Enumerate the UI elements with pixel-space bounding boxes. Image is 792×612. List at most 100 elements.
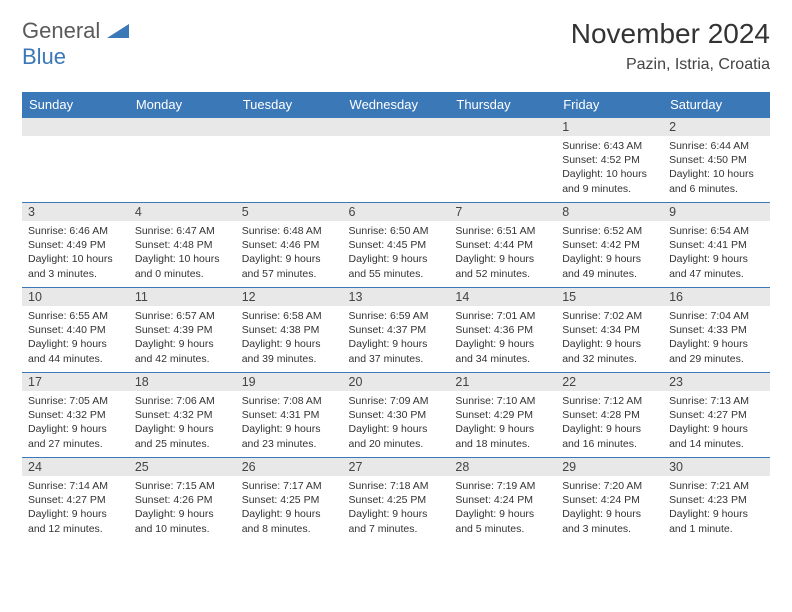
sunrise-text: Sunrise: 6:43 AM <box>562 139 657 153</box>
calendar-day-cell: 21Sunrise: 7:10 AMSunset: 4:29 PMDayligh… <box>449 373 556 458</box>
day-details: Sunrise: 6:43 AMSunset: 4:52 PMDaylight:… <box>556 136 663 199</box>
sunrise-text: Sunrise: 7:19 AM <box>455 479 550 493</box>
logo-text-blue: Blue <box>22 44 66 69</box>
sunrise-text: Sunrise: 7:08 AM <box>242 394 337 408</box>
day-details: Sunrise: 7:05 AMSunset: 4:32 PMDaylight:… <box>22 391 129 454</box>
calendar-day-cell: 6Sunrise: 6:50 AMSunset: 4:45 PMDaylight… <box>343 203 450 288</box>
sunrise-text: Sunrise: 6:46 AM <box>28 224 123 238</box>
sunset-text: Sunset: 4:29 PM <box>455 408 550 422</box>
calendar-day-cell: 3Sunrise: 6:46 AMSunset: 4:49 PMDaylight… <box>22 203 129 288</box>
daylight-text: Daylight: 9 hours and 16 minutes. <box>562 422 657 450</box>
title-block: November 2024 Pazin, Istria, Croatia <box>571 18 770 74</box>
calendar-day-cell: 11Sunrise: 6:57 AMSunset: 4:39 PMDayligh… <box>129 288 236 373</box>
day-number <box>236 118 343 136</box>
day-details: Sunrise: 6:44 AMSunset: 4:50 PMDaylight:… <box>663 136 770 199</box>
day-number: 25 <box>129 458 236 476</box>
day-details: Sunrise: 6:58 AMSunset: 4:38 PMDaylight:… <box>236 306 343 369</box>
day-number: 21 <box>449 373 556 391</box>
sunrise-text: Sunrise: 6:48 AM <box>242 224 337 238</box>
daylight-text: Daylight: 9 hours and 5 minutes. <box>455 507 550 535</box>
day-details: Sunrise: 7:12 AMSunset: 4:28 PMDaylight:… <box>556 391 663 454</box>
sunset-text: Sunset: 4:27 PM <box>669 408 764 422</box>
sunrise-text: Sunrise: 7:01 AM <box>455 309 550 323</box>
sunset-text: Sunset: 4:48 PM <box>135 238 230 252</box>
day-number: 24 <box>22 458 129 476</box>
daylight-text: Daylight: 9 hours and 52 minutes. <box>455 252 550 280</box>
day-details: Sunrise: 7:01 AMSunset: 4:36 PMDaylight:… <box>449 306 556 369</box>
sunset-text: Sunset: 4:32 PM <box>28 408 123 422</box>
sunrise-text: Sunrise: 7:12 AM <box>562 394 657 408</box>
sunrise-text: Sunrise: 6:47 AM <box>135 224 230 238</box>
calendar-day-cell: 1Sunrise: 6:43 AMSunset: 4:52 PMDaylight… <box>556 118 663 203</box>
daylight-text: Daylight: 10 hours and 0 minutes. <box>135 252 230 280</box>
sunset-text: Sunset: 4:50 PM <box>669 153 764 167</box>
sunset-text: Sunset: 4:25 PM <box>349 493 444 507</box>
sunset-text: Sunset: 4:37 PM <box>349 323 444 337</box>
weekday-header: Thursday <box>449 92 556 118</box>
daylight-text: Daylight: 9 hours and 18 minutes. <box>455 422 550 450</box>
day-number: 8 <box>556 203 663 221</box>
weekday-header: Wednesday <box>343 92 450 118</box>
day-number: 22 <box>556 373 663 391</box>
calendar-day-cell: 13Sunrise: 6:59 AMSunset: 4:37 PMDayligh… <box>343 288 450 373</box>
sunrise-text: Sunrise: 6:50 AM <box>349 224 444 238</box>
triangle-icon <box>107 24 129 38</box>
calendar-day-cell <box>236 118 343 203</box>
daylight-text: Daylight: 9 hours and 55 minutes. <box>349 252 444 280</box>
calendar-week-row: 17Sunrise: 7:05 AMSunset: 4:32 PMDayligh… <box>22 373 770 458</box>
day-number <box>22 118 129 136</box>
daylight-text: Daylight: 9 hours and 27 minutes. <box>28 422 123 450</box>
day-number: 14 <box>449 288 556 306</box>
sunset-text: Sunset: 4:24 PM <box>455 493 550 507</box>
sunrise-text: Sunrise: 6:59 AM <box>349 309 444 323</box>
sunrise-text: Sunrise: 7:05 AM <box>28 394 123 408</box>
sunset-text: Sunset: 4:34 PM <box>562 323 657 337</box>
daylight-text: Daylight: 9 hours and 3 minutes. <box>562 507 657 535</box>
daylight-text: Daylight: 9 hours and 39 minutes. <box>242 337 337 365</box>
day-details: Sunrise: 7:14 AMSunset: 4:27 PMDaylight:… <box>22 476 129 539</box>
sunrise-text: Sunrise: 7:20 AM <box>562 479 657 493</box>
day-number: 9 <box>663 203 770 221</box>
sunrise-text: Sunrise: 7:13 AM <box>669 394 764 408</box>
daylight-text: Daylight: 9 hours and 7 minutes. <box>349 507 444 535</box>
day-number: 18 <box>129 373 236 391</box>
day-details: Sunrise: 7:02 AMSunset: 4:34 PMDaylight:… <box>556 306 663 369</box>
weekday-header: Friday <box>556 92 663 118</box>
sunset-text: Sunset: 4:36 PM <box>455 323 550 337</box>
month-title: November 2024 <box>571 18 770 50</box>
day-number: 26 <box>236 458 343 476</box>
calendar-day-cell: 25Sunrise: 7:15 AMSunset: 4:26 PMDayligh… <box>129 458 236 543</box>
sunset-text: Sunset: 4:32 PM <box>135 408 230 422</box>
day-details: Sunrise: 6:52 AMSunset: 4:42 PMDaylight:… <box>556 221 663 284</box>
header-row: General Blue November 2024 Pazin, Istria… <box>22 18 770 74</box>
daylight-text: Daylight: 9 hours and 47 minutes. <box>669 252 764 280</box>
daylight-text: Daylight: 10 hours and 6 minutes. <box>669 167 764 195</box>
sunset-text: Sunset: 4:42 PM <box>562 238 657 252</box>
daylight-text: Daylight: 9 hours and 20 minutes. <box>349 422 444 450</box>
calendar-day-cell: 23Sunrise: 7:13 AMSunset: 4:27 PMDayligh… <box>663 373 770 458</box>
day-details: Sunrise: 6:51 AMSunset: 4:44 PMDaylight:… <box>449 221 556 284</box>
day-number: 4 <box>129 203 236 221</box>
sunset-text: Sunset: 4:28 PM <box>562 408 657 422</box>
day-number: 16 <box>663 288 770 306</box>
daylight-text: Daylight: 9 hours and 29 minutes. <box>669 337 764 365</box>
day-details: Sunrise: 7:10 AMSunset: 4:29 PMDaylight:… <box>449 391 556 454</box>
calendar-day-cell: 29Sunrise: 7:20 AMSunset: 4:24 PMDayligh… <box>556 458 663 543</box>
daylight-text: Daylight: 9 hours and 25 minutes. <box>135 422 230 450</box>
day-number: 3 <box>22 203 129 221</box>
calendar-day-cell: 8Sunrise: 6:52 AMSunset: 4:42 PMDaylight… <box>556 203 663 288</box>
day-number: 13 <box>343 288 450 306</box>
day-number <box>129 118 236 136</box>
day-number: 15 <box>556 288 663 306</box>
day-details: Sunrise: 6:48 AMSunset: 4:46 PMDaylight:… <box>236 221 343 284</box>
sunset-text: Sunset: 4:45 PM <box>349 238 444 252</box>
calendar-day-cell: 19Sunrise: 7:08 AMSunset: 4:31 PMDayligh… <box>236 373 343 458</box>
day-details: Sunrise: 6:59 AMSunset: 4:37 PMDaylight:… <box>343 306 450 369</box>
day-details: Sunrise: 7:08 AMSunset: 4:31 PMDaylight:… <box>236 391 343 454</box>
sunrise-text: Sunrise: 6:55 AM <box>28 309 123 323</box>
day-number: 5 <box>236 203 343 221</box>
daylight-text: Daylight: 9 hours and 34 minutes. <box>455 337 550 365</box>
sunrise-text: Sunrise: 6:58 AM <box>242 309 337 323</box>
sunset-text: Sunset: 4:39 PM <box>135 323 230 337</box>
day-details: Sunrise: 7:19 AMSunset: 4:24 PMDaylight:… <box>449 476 556 539</box>
